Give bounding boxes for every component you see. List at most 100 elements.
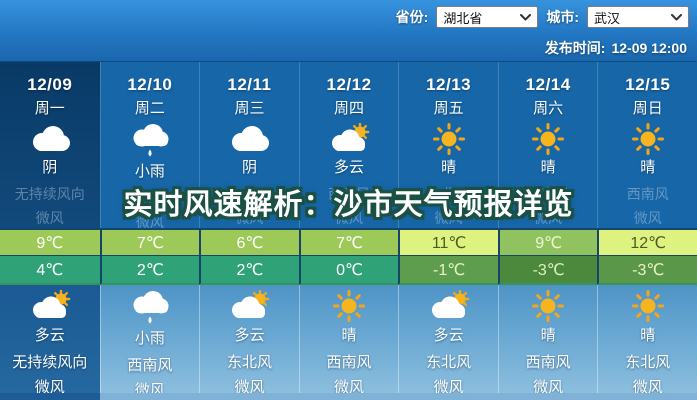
weekday-label: 周日 <box>632 100 663 117</box>
rain-cloud-icon <box>128 290 172 325</box>
day-condition-label: 晴 <box>441 159 457 176</box>
cloud-icon <box>28 123 72 155</box>
night-wind-force-label: 微风 <box>632 379 663 396</box>
weekday-label: 周四 <box>334 100 365 117</box>
forecast-column: 12/11 周三 阴 东北风 微风 6℃ 2℃ 多云 东北风 微风 <box>199 62 299 400</box>
high-temp-cell: 12℃ <box>597 228 697 256</box>
night-forecast-cell: 多云 东北风 微风 <box>398 285 498 396</box>
publish-time-label: 发布时间: <box>544 40 606 56</box>
city-select[interactable]: 武汉 <box>587 6 689 28</box>
sun-icon <box>532 290 565 322</box>
date-label: 12/14 <box>525 75 571 94</box>
day-wind-direction-label: 西南风 <box>626 186 669 202</box>
province-label: 省份: <box>395 9 429 25</box>
sun-cloud-icon <box>227 290 271 322</box>
day-forecast-cell: 12/10 周二 小雨 西南风 微风 <box>99 62 200 230</box>
night-forecast-cell: 小雨 西南风 微风 <box>99 285 200 399</box>
date-label: 12/11 <box>227 75 272 94</box>
chevron-down-icon <box>671 13 682 20</box>
day-wind-force-label: 微风 <box>335 210 364 226</box>
day-wind-force-label: 微风 <box>235 210 264 226</box>
weekday-label: 周一 <box>34 100 65 117</box>
sun-cloud-icon <box>327 123 371 155</box>
low-temp-cell: -3℃ <box>597 256 697 285</box>
day-wind-direction-label: 西南风 <box>527 186 570 202</box>
night-condition-label: 晴 <box>540 327 556 344</box>
weekday-label: 周五 <box>433 100 464 117</box>
day-forecast-cell: 12/11 周三 阴 东北风 微风 <box>199 62 299 228</box>
day-condition-label: 小雨 <box>134 163 165 180</box>
night-wind-direction-label: 东北风 <box>426 354 472 371</box>
day-wind-force-label: 微风 <box>35 210 64 226</box>
date-label: 12/15 <box>625 75 671 94</box>
night-condition-label: 晴 <box>640 327 656 344</box>
date-label: 12/13 <box>426 75 472 94</box>
high-temp-cell: 11℃ <box>398 228 498 256</box>
bottom-strip <box>0 393 100 400</box>
night-condition-label: 小雨 <box>134 330 165 347</box>
province-select[interactable]: 湖北省 <box>436 6 539 28</box>
night-forecast-cell: 多云 无持续风向 微风 <box>0 285 100 396</box>
day-condition-label: 多云 <box>334 159 365 176</box>
bottom-strip <box>597 393 697 400</box>
forecast-column: 12/09 周一 阴 无持续风向 微风 9℃ 4℃ 多云 无持续风向 微风 <box>0 62 100 400</box>
day-wind-force-label: 微风 <box>534 210 563 226</box>
forecast-column: 12/12 周四 多云 西南风 微风 7℃ 0℃ 晴 西南风 微风 <box>298 62 399 400</box>
night-wind-direction-label: 东北风 <box>226 354 272 371</box>
location-controls: 省份: 湖北省 城市: 武汉 <box>0 0 697 34</box>
bottom-strip <box>497 393 598 400</box>
date-label: 12/10 <box>127 75 173 94</box>
weekday-label: 周六 <box>533 100 564 117</box>
sun-icon <box>631 290 664 322</box>
publish-time-bar: 发布时间: 12-09 12:00 <box>0 34 697 62</box>
date-label: 12/12 <box>326 75 372 94</box>
forecast-column: 12/14 周六 晴 西南风 微风 9℃ -3℃ 晴 西南风 微风 <box>497 62 598 400</box>
night-forecast-cell: 晴 西南风 微风 <box>497 285 598 396</box>
day-wind-direction-label: 西南风 <box>128 190 171 206</box>
day-condition-label: 晴 <box>640 159 656 176</box>
night-wind-force-label: 微风 <box>234 379 265 396</box>
forecast-column: 12/10 周二 小雨 西南风 微风 7℃ 2℃ 小雨 西南风 微风 <box>99 62 200 400</box>
weekday-label: 周三 <box>234 100 265 117</box>
night-wind-direction-label: 无持续风向 <box>12 354 88 371</box>
high-temp-cell: 7℃ <box>298 228 399 256</box>
rain-cloud-icon <box>128 123 172 159</box>
high-temp-cell: 7℃ <box>99 228 200 256</box>
day-wind-direction-label: 无持续风向 <box>14 186 85 202</box>
sun-icon <box>532 123 565 155</box>
night-forecast-cell: 晴 东北风 微风 <box>597 285 697 396</box>
chevron-down-icon <box>520 13 532 20</box>
sun-cloud-icon <box>28 290 72 322</box>
bottom-strip <box>99 393 200 400</box>
night-condition-label: 多云 <box>433 327 464 344</box>
day-wind-force-label: 微风 <box>633 210 662 226</box>
high-temp-cell: 6℃ <box>199 228 299 256</box>
sun-icon <box>631 123 664 155</box>
cloud-icon <box>227 123 271 155</box>
low-temp-cell: -3℃ <box>497 256 598 285</box>
night-forecast-cell: 多云 东北风 微风 <box>199 285 299 396</box>
day-forecast-cell: 12/15 周日 晴 西南风 微风 <box>597 62 697 228</box>
night-wind-direction-label: 西南风 <box>326 354 372 371</box>
low-temp-cell: 2℃ <box>99 256 200 285</box>
night-wind-direction-label: 西南风 <box>525 354 571 371</box>
day-wind-force-label: 微风 <box>135 214 164 230</box>
forecast-column: 12/15 周日 晴 西南风 微风 12℃ -3℃ 晴 东北风 微风 <box>597 62 697 400</box>
day-wind-direction-label: 东北风 <box>228 186 271 202</box>
publish-time-value: 12-09 12:00 <box>611 40 687 56</box>
night-wind-direction-label: 西南风 <box>127 357 173 374</box>
day-forecast-cell: 12/14 周六 晴 西南风 微风 <box>497 62 598 228</box>
low-temp-cell: 4℃ <box>0 256 100 285</box>
day-forecast-cell: 12/12 周四 多云 西南风 微风 <box>298 62 399 228</box>
sun-cloud-icon <box>427 290 471 322</box>
province-select-value: 湖北省 <box>443 10 483 26</box>
sun-icon <box>333 290 366 322</box>
city-label: 城市: <box>546 9 579 25</box>
day-condition-label: 晴 <box>540 159 556 176</box>
night-condition-label: 多云 <box>34 327 65 344</box>
day-condition-label: 阴 <box>42 159 58 176</box>
day-forecast-cell: 12/13 周五 晴 东北风 微风 <box>398 62 498 228</box>
night-wind-force-label: 微风 <box>34 379 65 396</box>
forecast-table: 12/09 周一 阴 无持续风向 微风 9℃ 4℃ 多云 无持续风向 微风 12… <box>0 62 697 400</box>
